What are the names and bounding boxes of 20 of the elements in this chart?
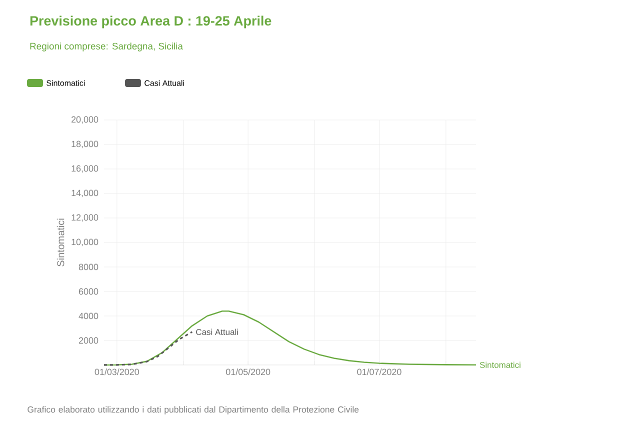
text: Grafico elaborato utilizzando i dati pubblicati dal Dipartimento della Protezione Civile — [28, 406, 359, 414]
y-tick-label: 8000 — [78, 264, 98, 270]
chart-title: Previsione picco Area D : 19-25 Aprile — [30, 16, 272, 28]
y-tick-label: 4000 — [78, 312, 98, 320]
x-tick-label: 01/05/2020 — [226, 368, 270, 376]
text: Sintomatici — [480, 362, 520, 368]
x-tick-label: 01/07/2020 — [357, 368, 402, 376]
y-tick-label: 16,000 — [72, 165, 98, 173]
x-tick-label: 01/03/2020 — [94, 368, 139, 376]
line-series — [103, 331, 193, 366]
y-tick-label: 2000 — [78, 337, 98, 344]
y-tick-label: 10,000 — [72, 238, 98, 246]
chart-subtitle: Regioni comprese: Sardegna, Sicilia — [30, 42, 183, 52]
y-tick-label: 14,000 — [72, 190, 98, 198]
y-tick-label: 18,000 — [72, 140, 98, 148]
y-tick-label: 6000 — [78, 288, 98, 295]
y-axis-title: Sintomatici — [56, 218, 64, 266]
y-tick-label: 12,000 — [72, 214, 98, 222]
y-tick-label: 20,000 — [72, 116, 98, 124]
text: Casi Attuali — [196, 328, 238, 336]
